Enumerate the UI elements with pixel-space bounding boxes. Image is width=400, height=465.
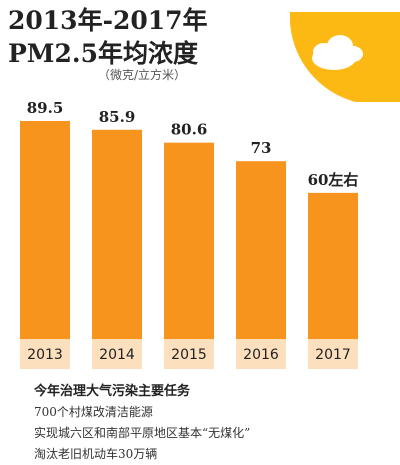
value-label-2014: 85.9 (99, 108, 136, 126)
value-label-2013: 89.5 (27, 99, 64, 117)
category-label-2016: 2016 (243, 347, 279, 363)
chart-title: 2013年-2017年 PM2.5年均浓度 (8, 4, 208, 70)
title-line-1: 2013年-2017年 (8, 6, 208, 35)
year-band-2016 (236, 339, 286, 369)
value-label-2015: 80.6 (171, 121, 208, 139)
value-label-2017: 60左右 (308, 171, 359, 189)
bar-2014 (92, 129, 142, 339)
category-label-2013: 2013 (27, 347, 63, 363)
sun-cloud-icon (290, 12, 400, 102)
bar-2013 (20, 121, 70, 339)
task-item-3: 淘汰老旧机动车30万辆 (34, 447, 158, 461)
title-line-2: PM2.5年均浓度 (8, 39, 198, 68)
year-band-2014 (92, 339, 142, 369)
bar-chart: 89.5 2013 85.9 2014 80.6 2015 73 2016 60左右 2017 (20, 99, 359, 369)
bar-2015 (164, 142, 214, 339)
category-label-2014: 2014 (99, 347, 135, 363)
category-label-2015: 2015 (171, 347, 207, 363)
unit-label: （微克/立方米） (98, 68, 187, 82)
year-band-2013 (20, 339, 70, 369)
cloud-shape (312, 35, 363, 70)
task-item-2: 实现城六区和南部平原地区基本“无煤化” (34, 426, 251, 440)
bar-2017 (308, 192, 358, 339)
year-band-2015 (164, 339, 214, 369)
category-label-2017: 2017 (315, 347, 351, 363)
tasks-section: 今年治理大气污染主要任务 700个村煤改清洁能源 实现城六区和南部平原地区基本“… (34, 382, 394, 465)
tasks-heading: 今年治理大气污染主要任务 (34, 384, 191, 399)
year-band-2017 (308, 339, 358, 369)
value-label-2016: 73 (251, 139, 272, 157)
task-item-1: 700个村煤改清洁能源 (34, 405, 153, 419)
bar-2016 (236, 161, 286, 339)
